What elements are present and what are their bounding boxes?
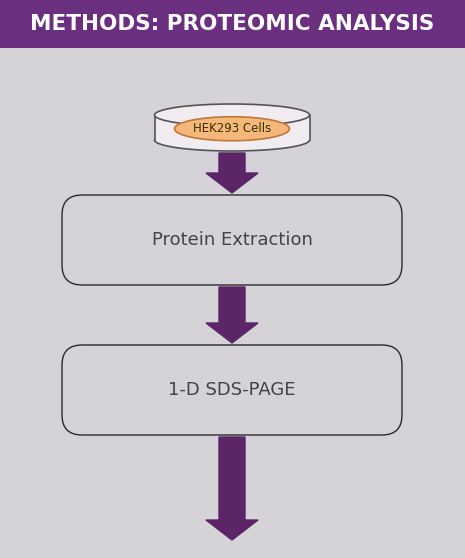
Text: HEK293 Cells: HEK293 Cells	[193, 122, 271, 135]
Text: Protein Extraction: Protein Extraction	[152, 231, 312, 249]
FancyBboxPatch shape	[62, 345, 402, 435]
Text: 1-D SDS-PAGE: 1-D SDS-PAGE	[168, 381, 296, 399]
Ellipse shape	[154, 129, 310, 151]
Polygon shape	[206, 287, 258, 343]
Ellipse shape	[174, 117, 290, 141]
Text: METHODS: PROTEOMIC ANALYSIS: METHODS: PROTEOMIC ANALYSIS	[30, 14, 434, 34]
Ellipse shape	[154, 104, 310, 126]
FancyBboxPatch shape	[154, 115, 310, 140]
FancyBboxPatch shape	[62, 195, 402, 285]
Polygon shape	[206, 437, 258, 540]
Polygon shape	[206, 153, 258, 193]
FancyBboxPatch shape	[0, 0, 465, 48]
